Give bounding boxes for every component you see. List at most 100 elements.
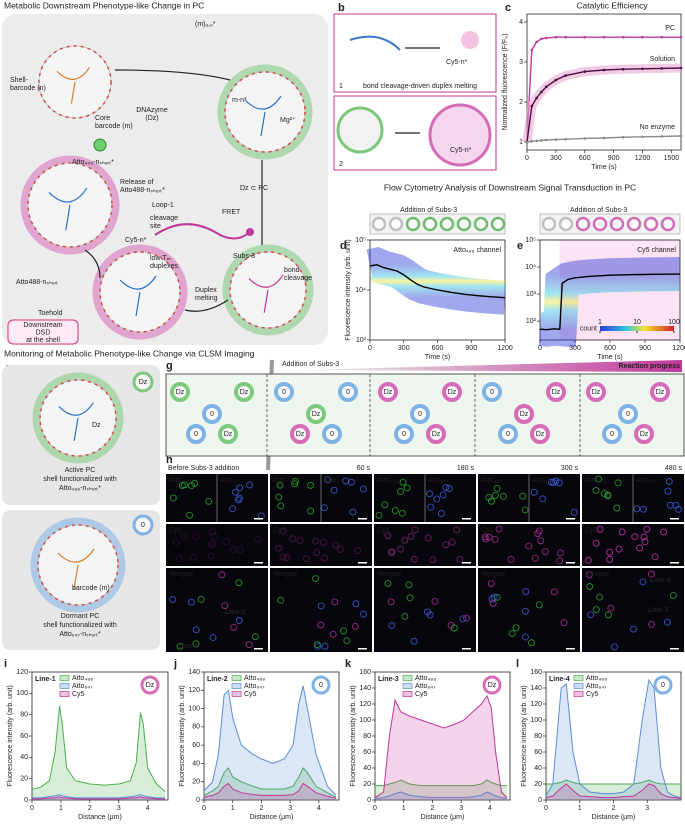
- micrograph: [270, 524, 372, 566]
- icon: [132, 514, 154, 536]
- pc-bit: [428, 103, 492, 167]
- vesicle: [643, 525, 651, 533]
- panel-letter: d: [340, 240, 347, 252]
- legend-swatch: [402, 691, 413, 697]
- vesicle: [585, 571, 593, 579]
- dye: [93, 138, 107, 152]
- row-label: Cy5: [273, 527, 286, 534]
- vesicle: [487, 580, 495, 588]
- row-label: Cy5: [169, 527, 182, 534]
- particle: [586, 382, 606, 402]
- x-tick-label: 4: [146, 805, 150, 812]
- x-tick-label: 2: [259, 805, 263, 812]
- y-tick-label: 60: [20, 733, 28, 740]
- vesicle: [349, 508, 357, 516]
- x-tick-label: 1200: [497, 345, 513, 352]
- y-tick-label: 120: [359, 701, 371, 708]
- label: Addition of Subs-3: [570, 207, 627, 214]
- x-tick-label: 300: [398, 345, 410, 352]
- vesicle: [481, 533, 489, 541]
- legend-swatch: [402, 675, 413, 681]
- particle-label: 0: [194, 431, 198, 438]
- legend-swatch: [59, 691, 70, 697]
- vesicle: [312, 575, 320, 583]
- label: duplexes: [150, 263, 179, 270]
- vesicle: [343, 637, 351, 645]
- particle: [514, 404, 534, 424]
- vesicle: [535, 601, 543, 609]
- vesicle: [359, 485, 367, 493]
- vesicle: [489, 600, 497, 608]
- dye: [246, 228, 254, 236]
- micrograph: [166, 568, 268, 652]
- area-fill: [204, 685, 337, 800]
- icon: [132, 371, 154, 393]
- strip-particle: [439, 216, 455, 232]
- vesicle: [442, 541, 450, 549]
- vesicle: [388, 621, 396, 629]
- particle-label: 0: [418, 411, 422, 418]
- y-tick-label: 40: [534, 765, 542, 772]
- legend-swatch: [231, 683, 242, 689]
- y-tick-label: 140: [530, 685, 542, 692]
- pc-barcode: [229, 251, 307, 329]
- vesicle: [397, 545, 405, 553]
- vesicle: [631, 533, 639, 541]
- vesicle: [491, 491, 499, 499]
- vesicle: [186, 511, 194, 519]
- legend-swatch: [231, 691, 242, 697]
- pc-shell: [217, 64, 313, 160]
- particle: [378, 382, 398, 402]
- point: [583, 70, 587, 73]
- area-line: [375, 779, 508, 787]
- vesicle: [275, 544, 283, 552]
- particle: [618, 404, 638, 424]
- area-line: [374, 694, 508, 799]
- progress-wedge: [300, 360, 682, 372]
- vesicle: [519, 492, 527, 500]
- icon-label: Dz: [146, 682, 155, 689]
- vesicle: [534, 530, 542, 538]
- arrow: [184, 299, 229, 312]
- particle: [218, 424, 238, 444]
- vesicle: [360, 610, 368, 618]
- y-tick-label: 80: [363, 733, 371, 740]
- row-label: Merged: [273, 571, 297, 578]
- vesicle: [669, 591, 677, 599]
- vesicle: [296, 537, 304, 545]
- particle-label: Dz: [592, 389, 601, 396]
- scale-bar: [670, 518, 679, 520]
- vesicle: [607, 604, 615, 612]
- label: Downstream: [23, 322, 62, 329]
- y-tick-label: 20: [192, 779, 200, 786]
- particle-label: Dz: [224, 431, 233, 438]
- particle-label: Dz: [536, 431, 545, 438]
- point: [641, 67, 644, 71]
- y-tick-label: 0: [196, 797, 200, 804]
- particle-label: Dz: [656, 389, 665, 396]
- y-tick-label: 140: [188, 669, 200, 676]
- x-tick-label: 3: [288, 805, 292, 812]
- x-tick-label: 900: [465, 345, 477, 352]
- x-tick-label: 600: [604, 345, 616, 352]
- x-tick-label: 0: [30, 805, 34, 812]
- strip-particle: [558, 216, 574, 232]
- x-axis-label: Distance (μm): [78, 814, 122, 821]
- point: [554, 78, 558, 82]
- x-tick-label: 0: [368, 345, 372, 352]
- point: [525, 140, 529, 144]
- area-fill: [32, 706, 166, 800]
- row-label: Atto₄₈₈: [169, 477, 190, 484]
- vesicle: [664, 487, 672, 495]
- scale-bar: [358, 562, 367, 564]
- label: 1: [339, 83, 343, 90]
- legend-swatch: [573, 675, 584, 681]
- x-tick-label: 4: [317, 805, 321, 812]
- y-tick-label: 120: [188, 687, 200, 694]
- row-label: Atto₆₄₇: [324, 477, 345, 484]
- chart-title: Catalytic Efficiency: [576, 0, 648, 10]
- particle: [530, 424, 550, 444]
- vesicle: [640, 533, 648, 541]
- vesicle: [672, 501, 680, 509]
- y-axis-label: Fluorescence intensity (arb. unit): [345, 239, 352, 341]
